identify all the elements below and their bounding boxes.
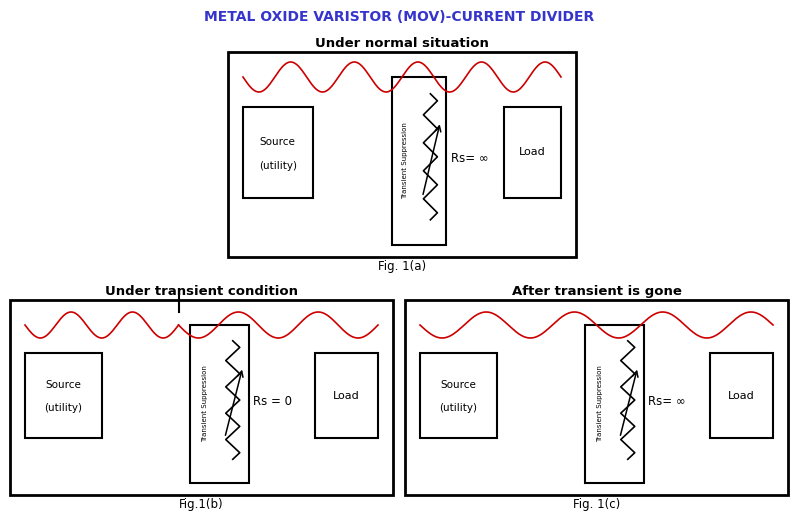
Text: Rs= ∞: Rs= ∞ xyxy=(451,152,488,165)
Text: Under transient condition: Under transient condition xyxy=(105,285,298,298)
Text: Fig. 1(a): Fig. 1(a) xyxy=(378,260,426,273)
Text: METAL OXIDE VARISTOR (MOV)-CURRENT DIVIDER: METAL OXIDE VARISTOR (MOV)-CURRENT DIVID… xyxy=(204,10,594,24)
Text: (utility): (utility) xyxy=(44,403,82,413)
Text: Load: Load xyxy=(519,147,546,157)
Bar xyxy=(420,352,497,438)
Text: Under normal situation: Under normal situation xyxy=(315,37,489,50)
Text: Source: Source xyxy=(440,380,476,390)
Text: (utility): (utility) xyxy=(259,161,296,171)
Bar xyxy=(405,300,788,495)
Text: Load: Load xyxy=(333,391,360,401)
Bar xyxy=(710,352,773,438)
Text: Fig. 1(c): Fig. 1(c) xyxy=(573,498,620,511)
Bar xyxy=(190,325,249,483)
Text: Transient Suppression: Transient Suppression xyxy=(202,366,208,443)
Text: Transient Suppression: Transient Suppression xyxy=(402,122,408,199)
Text: Rs= ∞: Rs= ∞ xyxy=(648,395,686,408)
Text: Rs = 0: Rs = 0 xyxy=(253,395,292,408)
Bar xyxy=(243,108,312,198)
Bar xyxy=(10,300,393,495)
Bar xyxy=(315,352,378,438)
Text: Load: Load xyxy=(728,391,755,401)
Bar xyxy=(503,108,561,198)
Bar xyxy=(585,325,644,483)
Text: After transient is gone: After transient is gone xyxy=(511,285,682,298)
Bar xyxy=(228,52,576,257)
Text: Fig.1(b): Fig.1(b) xyxy=(179,498,224,511)
Text: Source: Source xyxy=(260,137,296,147)
Bar xyxy=(25,352,101,438)
Text: Transient Suppression: Transient Suppression xyxy=(597,366,603,443)
Text: (utility): (utility) xyxy=(439,403,477,413)
Text: Source: Source xyxy=(46,380,81,390)
Bar xyxy=(392,77,446,245)
